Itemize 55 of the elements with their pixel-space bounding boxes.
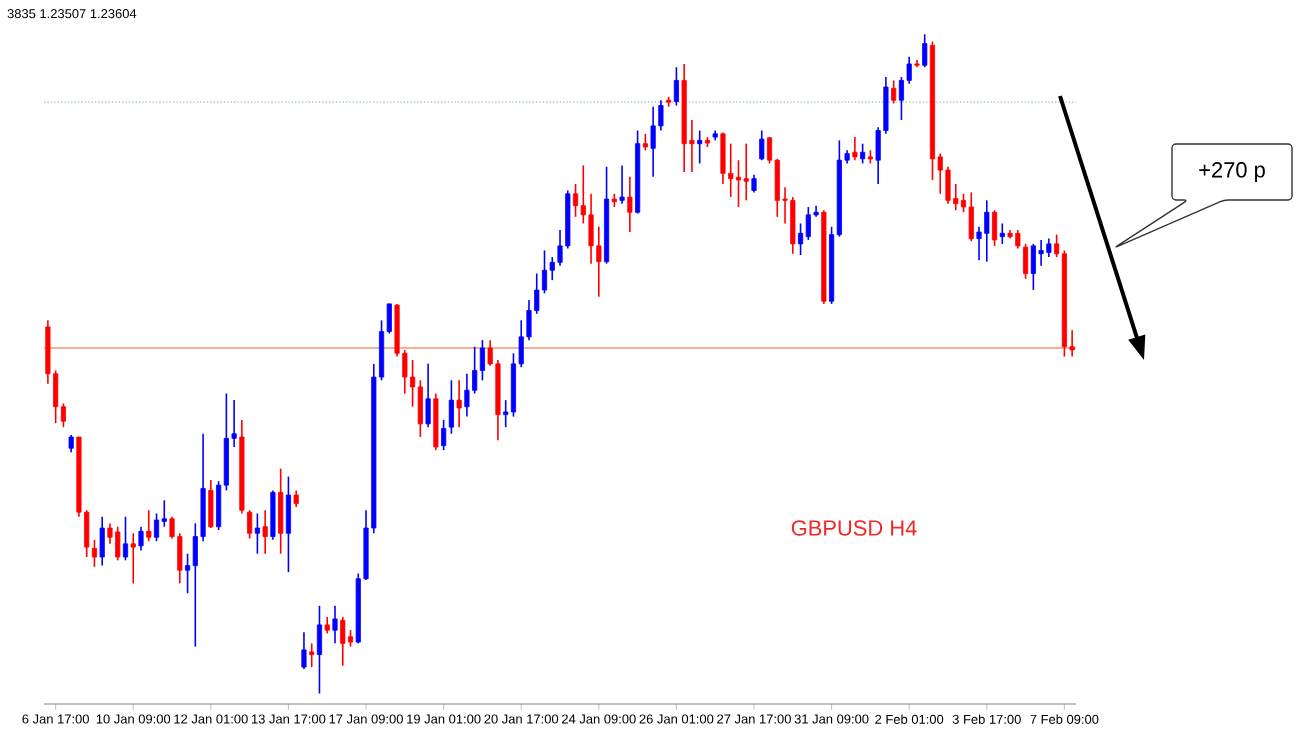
candlestick <box>270 489 276 541</box>
text: +270 p <box>1199 162 1265 182</box>
candlestick <box>797 222 804 256</box>
candlestick <box>278 467 284 555</box>
candlestick <box>208 479 214 529</box>
candlestick <box>417 379 423 438</box>
candlestick <box>448 379 454 435</box>
candlestick <box>891 79 897 105</box>
candlestick <box>1038 239 1044 267</box>
candlestick <box>805 206 811 241</box>
candlestick <box>1015 229 1021 250</box>
candlestick <box>91 539 98 568</box>
candlestick <box>720 131 726 185</box>
candlestick <box>254 512 260 555</box>
candlestick <box>852 136 858 161</box>
candlestick <box>1023 243 1029 280</box>
candlestick <box>922 33 928 69</box>
candlestick <box>1046 237 1052 258</box>
candlestick <box>138 525 144 552</box>
candlestick <box>790 196 796 255</box>
candlestick <box>464 372 470 418</box>
candlestick <box>146 509 152 542</box>
candlestick <box>572 183 579 218</box>
candlestick <box>130 532 136 585</box>
candlestick <box>1030 243 1036 291</box>
candlestick <box>316 604 323 695</box>
candlestick <box>441 419 447 452</box>
candlestick <box>115 525 121 562</box>
candlestick <box>588 192 594 265</box>
candlestick <box>697 129 703 165</box>
candlestick <box>456 379 462 428</box>
annotation: GBPUSD H4 <box>791 520 917 536</box>
candlestick <box>122 515 129 562</box>
candlestick <box>743 142 749 202</box>
candlestick <box>984 199 990 263</box>
candlestick <box>332 604 338 645</box>
candlestick <box>340 616 346 667</box>
candlestick <box>619 164 625 205</box>
candlestick <box>285 475 291 573</box>
candlestick <box>153 512 160 542</box>
candlestick <box>262 509 268 555</box>
candlestick <box>673 66 679 107</box>
candlestick <box>999 222 1005 245</box>
candlestick <box>309 642 315 668</box>
candlestick <box>735 159 742 208</box>
candlestick <box>627 175 633 233</box>
candlestick <box>425 363 431 428</box>
candlestick <box>650 105 656 178</box>
candlestick <box>991 209 998 247</box>
candlestick <box>301 631 307 670</box>
candlestick <box>860 142 866 165</box>
candlestick <box>968 191 974 243</box>
candlestick <box>247 509 253 540</box>
candlestick <box>99 515 105 567</box>
candlestick <box>759 129 765 161</box>
